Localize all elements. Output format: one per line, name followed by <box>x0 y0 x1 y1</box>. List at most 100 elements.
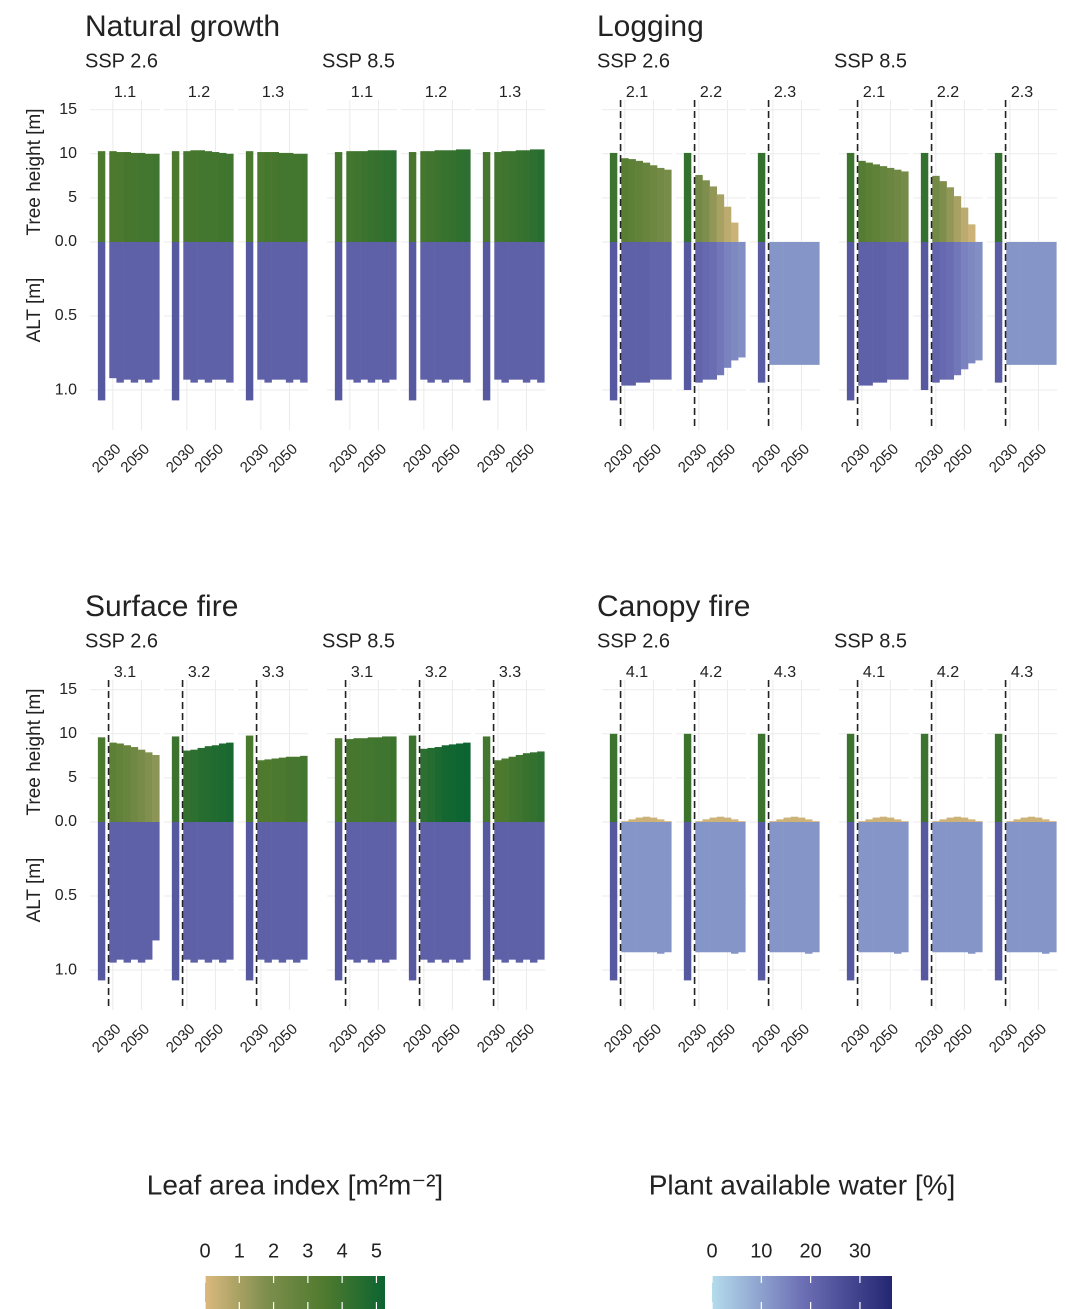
alt-bar <box>145 242 153 383</box>
x-tick-label: 2050 <box>117 1021 153 1057</box>
alt-bar <box>530 242 538 380</box>
facet-label: 4.1 <box>626 664 648 681</box>
alt-bar <box>1020 242 1029 365</box>
height-bar <box>346 739 354 822</box>
height-bar <box>145 752 153 822</box>
alt-bar <box>975 822 983 953</box>
x-tick-label: 2050 <box>1014 1021 1050 1057</box>
height-bar <box>171 736 180 822</box>
height-bar <box>879 816 888 822</box>
legend-tick-label: 3 <box>302 1240 313 1262</box>
height-bar <box>695 821 703 822</box>
alt-bar <box>183 822 191 960</box>
alt-bar <box>522 822 531 960</box>
height-bar <box>116 743 124 822</box>
alt-bar <box>776 242 784 365</box>
height-bar <box>456 149 464 242</box>
height-bar <box>797 817 806 822</box>
x-tick-label: 2050 <box>629 1021 665 1057</box>
alt-bar <box>171 822 180 981</box>
alt-bar <box>448 242 457 380</box>
alt-bar <box>812 242 820 365</box>
alt-bar <box>975 242 983 361</box>
height-bar <box>790 816 799 822</box>
alt-bar <box>1006 822 1014 953</box>
alt-bar <box>865 822 873 953</box>
alt-bar <box>812 822 820 953</box>
ssp-label: SSP 8.5 <box>834 630 907 652</box>
alt-bar <box>97 242 106 401</box>
x-tick-label: 2030 <box>838 1021 874 1057</box>
alt-bar <box>621 242 629 386</box>
alt-bar <box>367 242 376 383</box>
height-bar <box>994 733 1003 822</box>
height-bar <box>197 150 206 242</box>
height-bar <box>515 150 524 242</box>
facet-label: 1.2 <box>188 84 210 101</box>
height-bar <box>886 167 895 242</box>
alt-bar <box>731 822 739 954</box>
height-bar <box>664 821 672 822</box>
facet-label: 3.1 <box>114 664 136 681</box>
height-bar <box>642 816 651 822</box>
height-bar <box>975 821 983 822</box>
alt-bar <box>463 822 471 960</box>
alt-bar <box>783 822 792 953</box>
x-tick-label: 2050 <box>866 1021 902 1057</box>
panel: Natural growth Tree height [m] ALT [m] 0.0 5… <box>24 10 545 476</box>
alt-bar <box>408 242 417 401</box>
alt-bar <box>245 822 254 981</box>
facet-label: 1.3 <box>262 84 284 101</box>
alt-bar <box>123 242 132 380</box>
x-tick-label: 2050 <box>1014 441 1050 477</box>
height-bar <box>757 733 766 822</box>
x-tick-label: 2030 <box>400 441 436 477</box>
height-bar <box>657 819 665 822</box>
facet-label: 1.2 <box>425 84 447 101</box>
alt-bar <box>1027 822 1036 953</box>
height-bar <box>109 151 117 242</box>
alt-bar <box>537 242 545 383</box>
alt-bar <box>649 242 658 380</box>
height-bar <box>441 150 450 242</box>
alt-bar <box>994 242 1003 383</box>
x-tick-label: 2050 <box>117 441 153 477</box>
height-bar <box>145 153 153 242</box>
height-bar <box>264 759 272 822</box>
height-bar <box>642 162 651 242</box>
facet-label: 4.2 <box>700 664 722 681</box>
alt-bar <box>1049 822 1057 953</box>
facet-label: 2.2 <box>700 84 722 101</box>
height-bar <box>434 150 443 242</box>
facet-label: 4.3 <box>774 664 796 681</box>
height-bar <box>812 821 820 822</box>
y-tick-label: 15 <box>59 101 77 118</box>
x-tick-label: 2050 <box>265 1021 301 1057</box>
height-bar <box>264 152 272 242</box>
alt-bar <box>420 822 428 960</box>
alt-bar <box>494 822 502 960</box>
alt-bar <box>508 822 517 960</box>
x-tick-label: 2050 <box>866 441 902 477</box>
x-tick-label: 2050 <box>428 1021 464 1057</box>
height-bar <box>865 819 873 822</box>
legend-tick-label: 20 <box>800 1240 822 1262</box>
x-tick-label: 2050 <box>629 441 665 477</box>
height-bar <box>271 758 280 822</box>
alt-bar <box>886 822 895 953</box>
alt-bar <box>482 822 491 981</box>
alt-bar <box>932 242 940 383</box>
height-bar <box>994 152 1003 242</box>
alt-bar <box>245 242 254 401</box>
height-bar <box>408 735 417 822</box>
height-bar <box>920 152 929 242</box>
alt-bar <box>1013 822 1021 953</box>
alt-bar <box>285 822 294 960</box>
height-bar <box>757 152 766 242</box>
x-tick-label: 2050 <box>354 1021 390 1057</box>
legend-title: Plant available water [%] <box>649 1169 956 1200</box>
height-bar <box>152 754 160 822</box>
x-tick-label: 2030 <box>675 1021 711 1057</box>
height-bar <box>346 151 354 242</box>
